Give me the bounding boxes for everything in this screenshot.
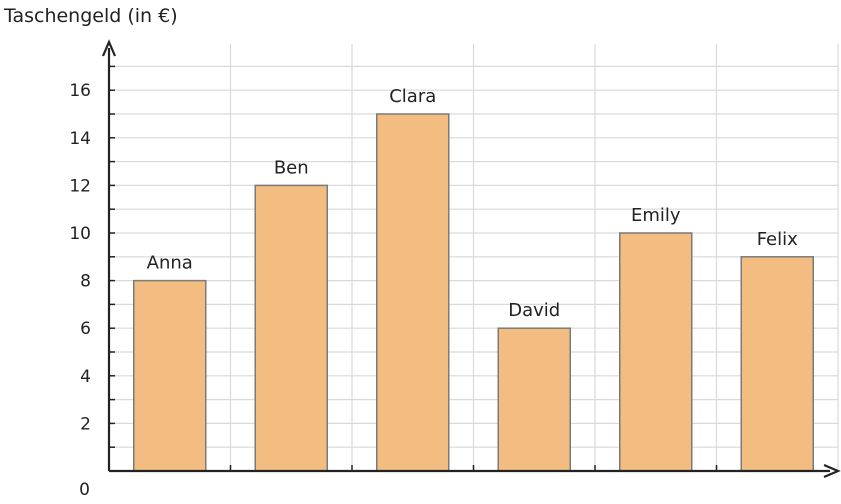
y-tick-label: 16 [69, 81, 91, 101]
bar-felix [740, 256, 814, 472]
bar-ben [254, 184, 328, 472]
bar-clara [376, 113, 450, 472]
bar-label-emily: Emily [631, 205, 681, 226]
y-tick-label: 10 [69, 224, 91, 244]
y-tick-label: 12 [69, 176, 91, 196]
y-tick-label: 6 [80, 319, 91, 339]
bar-labels: Anna Ben Clara David Emily Felix [147, 86, 798, 321]
y-axis-label: Taschengeld (in €) [3, 5, 178, 27]
y-tick-label: 2 [80, 414, 91, 434]
bar-label-david: David [508, 300, 560, 321]
y-tick-labels: 0 2 4 6 8 10 12 14 16 [69, 81, 91, 500]
y-tick-label: 14 [69, 129, 91, 149]
bar-label-felix: Felix [757, 229, 798, 250]
bar-emily [619, 232, 693, 472]
bar-label-ben: Ben [274, 157, 309, 178]
bar-david [497, 327, 571, 472]
bar-label-anna: Anna [147, 253, 193, 274]
bars [133, 113, 814, 472]
y-tick-label: 0 [79, 480, 90, 500]
axes [101, 39, 841, 479]
bar-label-clara: Clara [389, 86, 436, 107]
bar-anna [133, 279, 207, 472]
grid [109, 44, 839, 471]
y-tick-label: 8 [80, 272, 91, 292]
x-axis-arrow [823, 463, 841, 479]
y-tick-label: 4 [80, 367, 91, 387]
y-axis-arrow [101, 39, 117, 57]
